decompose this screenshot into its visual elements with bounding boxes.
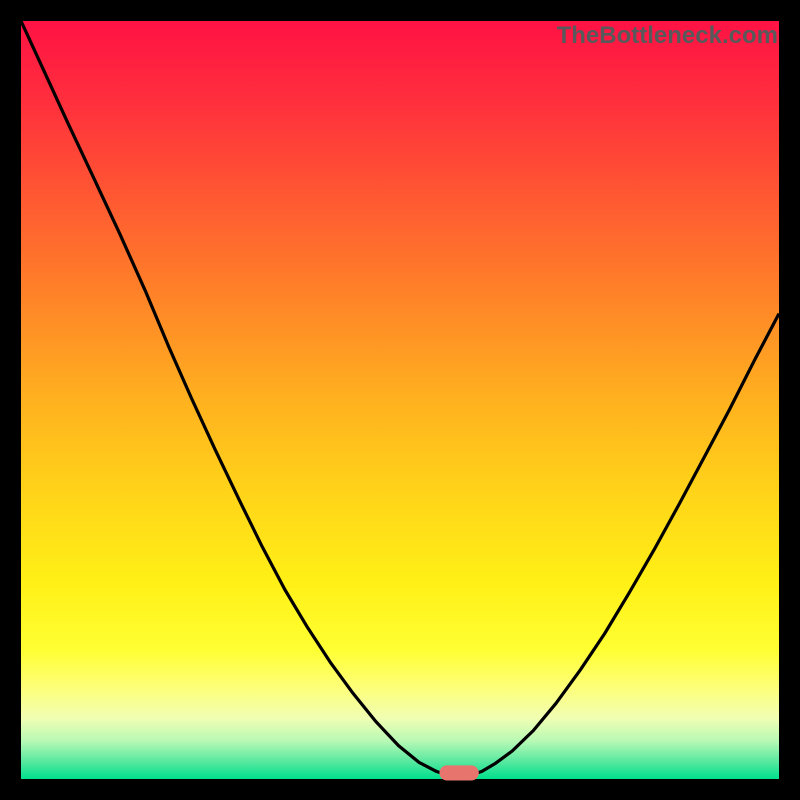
optimal-point-marker (439, 765, 478, 780)
chart-frame: TheBottleneck.com (0, 0, 800, 800)
watermark-text: TheBottleneck.com (557, 22, 778, 50)
chart-svg (0, 0, 800, 800)
chart-background (21, 21, 779, 779)
